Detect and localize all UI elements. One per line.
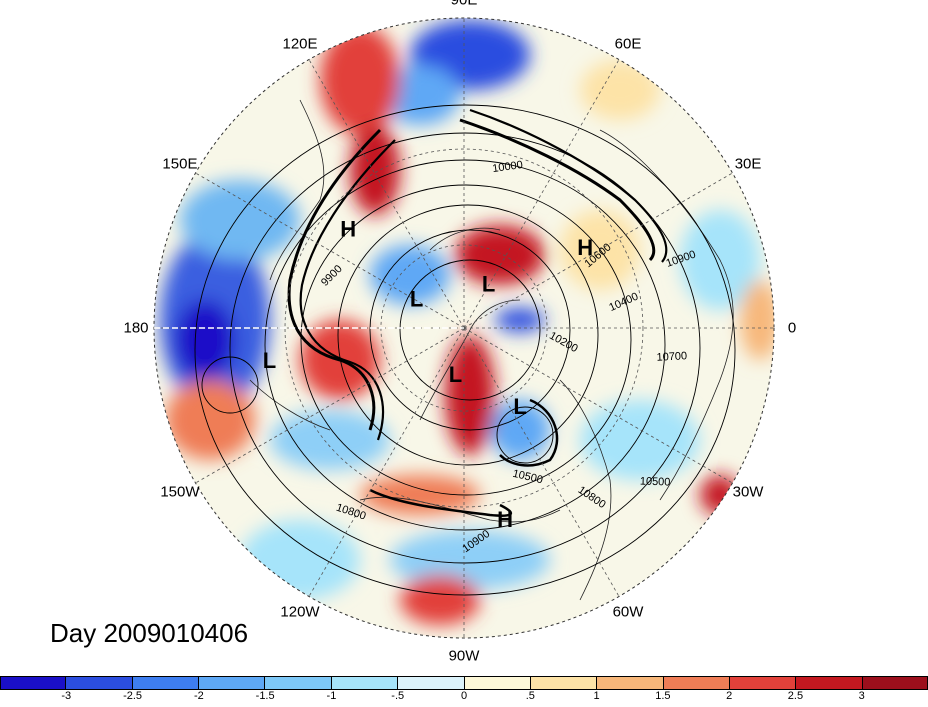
colorbar-tick-label: -2: [193, 690, 204, 702]
meridian-line: [195, 172, 465, 329]
colorbar-segment: [398, 676, 465, 690]
contour-label: 10500: [640, 475, 671, 488]
longitude-label: 0: [787, 319, 797, 337]
longitude-label: 180: [123, 319, 149, 337]
latitude-circle: [284, 148, 644, 508]
longitude-label: 120W: [280, 603, 320, 621]
colorbar-segment: [331, 676, 399, 690]
high-pressure-marker: H: [497, 507, 513, 532]
colorbar-tick-label: -3: [61, 690, 72, 702]
high-pressure-marker: H: [577, 235, 593, 260]
colorbar-segment: [796, 676, 863, 690]
longitude-label: 60E: [614, 35, 642, 53]
colorbar-tick-label: -2.5: [123, 690, 143, 702]
colorbar-segment: [729, 676, 797, 690]
colorbar-tick-label: 2.5: [787, 690, 804, 702]
longitude-label: 150W: [160, 483, 200, 501]
meridian-line: [463, 172, 733, 329]
longitude-label: 30E: [734, 155, 762, 173]
colorbar: [0, 676, 928, 690]
colorbar-tick-label: 0: [460, 690, 468, 702]
colorbar-tick-label: 1: [593, 690, 600, 702]
meridian-line: [463, 327, 733, 484]
colorbar-tick-label: -.5: [391, 690, 405, 702]
longitude-label: 30W: [732, 483, 764, 501]
colorbar-tick-label: .5: [525, 690, 535, 702]
colorbar-segment: [663, 676, 730, 690]
colorbar-tick-label: 1.5: [655, 690, 671, 702]
low-pressure-marker: L: [513, 394, 526, 419]
colorbar-segment: [66, 676, 133, 690]
meridian-line: [195, 327, 465, 484]
colorbar-segment: [862, 676, 928, 690]
longitude-label: 90W: [448, 647, 480, 665]
longitude-label: 90E: [450, 0, 478, 9]
colorbar-tick-label: -1.5: [255, 690, 275, 702]
colorbar-segment: [464, 676, 531, 690]
anomaly-shading: [160, 20, 774, 625]
colorbar-segment: [199, 676, 266, 690]
longitude-label: 120E: [282, 35, 318, 53]
colorbar-segment: [265, 676, 332, 690]
colorbar-tick-label: 2: [726, 690, 733, 702]
colorbar-segment: [132, 676, 200, 690]
colorbar-segment: [0, 676, 67, 690]
height-contours: [194, 104, 736, 596]
colorbar-tick-label: -1: [326, 690, 337, 702]
longitude-label: 60W: [612, 603, 644, 621]
low-pressure-marker: L: [263, 348, 276, 373]
meridian-line: [463, 327, 620, 597]
high-pressure-marker: H: [340, 217, 356, 242]
map-title: Day 2009010406: [50, 618, 249, 648]
colorbar-segment: [530, 676, 598, 690]
meridian-line: [308, 327, 465, 597]
contour-label: 10700: [656, 350, 687, 364]
low-pressure-marker: L: [482, 271, 495, 296]
pressure-systems: H H H L L L L L: [263, 217, 593, 532]
contour-label: 10000: [492, 159, 524, 175]
low-pressure-marker: L: [449, 362, 462, 387]
meridian-line: [463, 59, 620, 329]
colorbar-segment: [597, 676, 664, 690]
meridian-line: [308, 59, 465, 329]
longitude-label: 150E: [162, 155, 198, 173]
low-pressure-marker: L: [410, 286, 423, 311]
colorbar-tick-label: 3: [858, 690, 865, 702]
